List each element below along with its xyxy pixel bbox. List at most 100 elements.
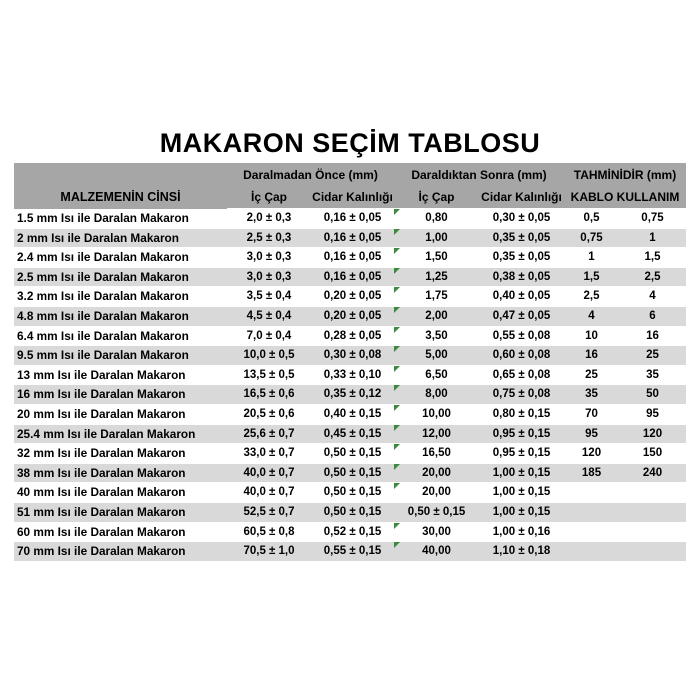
cell-pre-cidar: 0,16 ± 0,05 [311, 267, 394, 288]
cell-kablo-max: 95 [619, 404, 686, 425]
header-material: MALZEMENİN CİNSİ [14, 163, 227, 209]
cell-post-cidar: 1,00 ± 0,15 [479, 482, 564, 503]
cell-material: 13 mm Isı ile Daralan Makaron [14, 365, 227, 386]
cell-pre-ic-cap: 3,5 ± 0,4 [227, 286, 311, 307]
cell-kablo-min: 95 [564, 424, 619, 445]
table-row: 20 mm Isı ile Daralan Makaron 20,5 ± 0,6… [14, 404, 686, 425]
page-title: MAKARON SEÇİM TABLOSU [159, 128, 541, 158]
cell-kablo-min [564, 541, 619, 562]
cell-material: 40 mm Isı ile Daralan Makaron [14, 482, 227, 503]
cell-error-indicator-icon [394, 209, 400, 215]
table-row: 6.4 mm Isı ile Daralan Makaron 7,0 ± 0,4… [14, 326, 686, 347]
cell-material: 3.2 mm Isı ile Daralan Makaron [14, 286, 227, 307]
cell-pre-ic-cap: 4,5 ± 0,4 [227, 306, 311, 327]
table-row: 32 mm Isı ile Daralan Makaron 33,0 ± 0,7… [14, 443, 686, 464]
cell-kablo-max: 16 [619, 326, 686, 347]
cell-pre-cidar: 0,16 ± 0,05 [311, 247, 394, 268]
cell-material: 20 mm Isı ile Daralan Makaron [14, 404, 227, 425]
cell-material: 38 mm Isı ile Daralan Makaron [14, 463, 227, 484]
table-row: 70 mm Isı ile Daralan Makaron 70,5 ± 1,0… [14, 541, 686, 562]
cell-error-indicator-icon [394, 267, 400, 274]
table-header: MALZEMENİN CİNSİ Daralmadan Önce (mm) Da… [14, 163, 686, 209]
cell-error-indicator-icon [394, 522, 400, 529]
cell-pre-cidar: 0,20 ± 0,05 [311, 306, 394, 327]
cell-kablo-max: 2,5 [619, 267, 686, 288]
table-row: 60 mm Isı ile Daralan Makaron 60,5 ± 0,8… [14, 522, 686, 543]
cell-kablo-max: 25 [619, 345, 686, 366]
cell-pre-cidar: 0,50 ± 0,15 [311, 502, 394, 523]
cell-error-indicator-icon [394, 248, 400, 255]
cell-post-ic-cap: 8,00 [394, 384, 479, 405]
cell-kablo-min: 25 [564, 365, 619, 386]
header-group-estimate: TAHMİNİDİR (mm) [564, 163, 686, 187]
header-kablo-kullanim: KABLO KULLANIM [564, 187, 686, 209]
cell-kablo-max: 35 [619, 365, 686, 386]
cell-post-cidar: 1,00 ± 0,16 [479, 522, 564, 543]
cell-post-cidar: 0,35 ± 0,05 [479, 247, 564, 268]
cell-material: 4.8 mm Isı ile Daralan Makaron [14, 306, 227, 327]
table-row: 1.5 mm Isı ile Daralan Makaron 2,0 ± 0,3… [14, 208, 686, 229]
cell-post-cidar: 0,40 ± 0,05 [479, 286, 564, 307]
cell-post-ic-cap: 1,75 [394, 286, 479, 307]
cell-material: 1.5 mm Isı ile Daralan Makaron [14, 208, 227, 229]
cell-pre-ic-cap: 2,0 ± 0,3 [227, 208, 311, 229]
cell-kablo-min [564, 482, 619, 503]
cell-pre-cidar: 0,40 ± 0,15 [311, 404, 394, 425]
cell-kablo-min: 4 [564, 306, 619, 327]
cell-kablo-max: 0,75 [619, 208, 686, 229]
cell-pre-ic-cap: 16,5 ± 0,6 [227, 384, 311, 405]
cell-kablo-max [619, 522, 686, 543]
cell-pre-cidar: 0,33 ± 0,10 [311, 365, 394, 386]
cell-pre-ic-cap: 33,0 ± 0,7 [227, 443, 311, 464]
table-row: 4.8 mm Isı ile Daralan Makaron 4,5 ± 0,4… [14, 306, 686, 327]
cell-kablo-min: 10 [564, 326, 619, 347]
table-row: 2 mm Isı ile Daralan Makaron 2,5 ± 0,3 0… [14, 228, 686, 249]
cell-error-indicator-icon [394, 346, 400, 353]
cell-pre-ic-cap: 52,5 ± 0,7 [227, 502, 311, 523]
table-row: 38 mm Isı ile Daralan Makaron 40,0 ± 0,7… [14, 463, 686, 484]
cell-error-indicator-icon [394, 542, 400, 549]
header-group-before-shrink: Daralmadan Önce (mm) [227, 163, 394, 187]
cell-pre-ic-cap: 40,0 ± 0,7 [227, 482, 311, 503]
cell-error-indicator-icon [394, 228, 400, 235]
table-row: 2.5 mm Isı ile Daralan Makaron 3,0 ± 0,3… [14, 267, 686, 288]
cell-material: 9.5 mm Isı ile Daralan Makaron [14, 345, 227, 366]
cell-post-cidar: 1,00 ± 0,15 [479, 502, 564, 523]
cell-post-cidar: 1,00 ± 0,15 [479, 463, 564, 484]
table-row: 51 mm Isı ile Daralan Makaron 52,5 ± 0,7… [14, 502, 686, 523]
header-group-row: MALZEMENİN CİNSİ Daralmadan Önce (mm) Da… [14, 163, 686, 209]
cell-material: 60 mm Isı ile Daralan Makaron [14, 522, 227, 543]
cell-kablo-min: 2,5 [564, 286, 619, 307]
cell-error-indicator-icon [394, 483, 400, 490]
cell-pre-cidar: 0,30 ± 0,08 [311, 345, 394, 366]
cell-pre-cidar: 0,20 ± 0,05 [311, 286, 394, 307]
cell-post-cidar: 0,55 ± 0,08 [479, 326, 564, 347]
cell-post-cidar: 0,75 ± 0,08 [479, 384, 564, 405]
cell-material: 16 mm Isı ile Daralan Makaron [14, 384, 227, 405]
cell-post-ic-cap: 20,00 [394, 463, 479, 484]
cell-material: 2 mm Isı ile Daralan Makaron [14, 228, 227, 249]
cell-pre-ic-cap: 70,5 ± 1,0 [227, 541, 311, 562]
cell-pre-ic-cap: 2,5 ± 0,3 [227, 228, 311, 249]
table-row: 3.2 mm Isı ile Daralan Makaron 3,5 ± 0,4… [14, 286, 686, 307]
table-row: 2.4 mm Isı ile Daralan Makaron 3,0 ± 0,3… [14, 247, 686, 268]
cell-kablo-min: 16 [564, 345, 619, 366]
table-row: 16 mm Isı ile Daralan Makaron 16,5 ± 0,6… [14, 384, 686, 405]
makaron-selection-table: MALZEMENİN CİNSİ Daralmadan Önce (mm) Da… [14, 163, 686, 562]
cell-error-indicator-icon [394, 463, 400, 470]
cell-pre-cidar: 0,50 ± 0,15 [311, 463, 394, 484]
cell-kablo-min: 35 [564, 384, 619, 405]
cell-post-ic-cap: 3,50 [394, 326, 479, 347]
cell-pre-cidar: 0,35 ± 0,12 [311, 384, 394, 405]
cell-error-indicator-icon [394, 385, 400, 392]
cell-pre-ic-cap: 60,5 ± 0,8 [227, 522, 311, 543]
cell-kablo-max: 1 [619, 228, 686, 249]
cell-post-ic-cap: 20,00 [394, 482, 479, 503]
cell-kablo-max: 6 [619, 306, 686, 327]
table-row: 9.5 mm Isı ile Daralan Makaron 10,0 ± 0,… [14, 345, 686, 366]
cell-post-ic-cap: 40,00 [394, 541, 479, 562]
table-row: 40 mm Isı ile Daralan Makaron 40,0 ± 0,7… [14, 482, 686, 503]
cell-pre-ic-cap: 40,0 ± 0,7 [227, 463, 311, 484]
cell-kablo-min: 1 [564, 247, 619, 268]
header-post-cidar: Cidar Kalınlığı [479, 187, 564, 209]
